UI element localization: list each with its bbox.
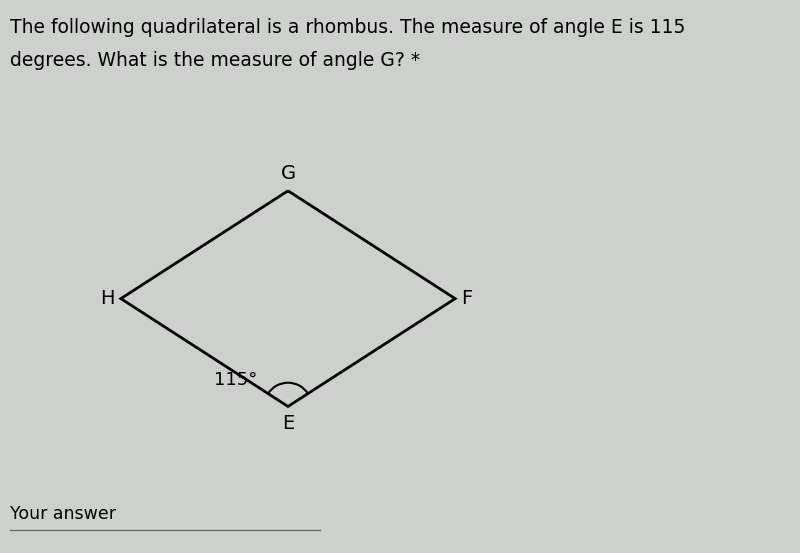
Text: E: E <box>282 414 294 433</box>
Text: Your answer: Your answer <box>10 504 117 523</box>
Text: F: F <box>462 289 473 308</box>
Text: degrees. What is the measure of angle G? *: degrees. What is the measure of angle G?… <box>10 51 421 70</box>
Text: G: G <box>281 164 295 183</box>
Text: H: H <box>100 289 114 308</box>
Text: 115°: 115° <box>214 371 258 389</box>
Text: The following quadrilateral is a rhombus. The measure of angle E is 115: The following quadrilateral is a rhombus… <box>10 18 686 36</box>
